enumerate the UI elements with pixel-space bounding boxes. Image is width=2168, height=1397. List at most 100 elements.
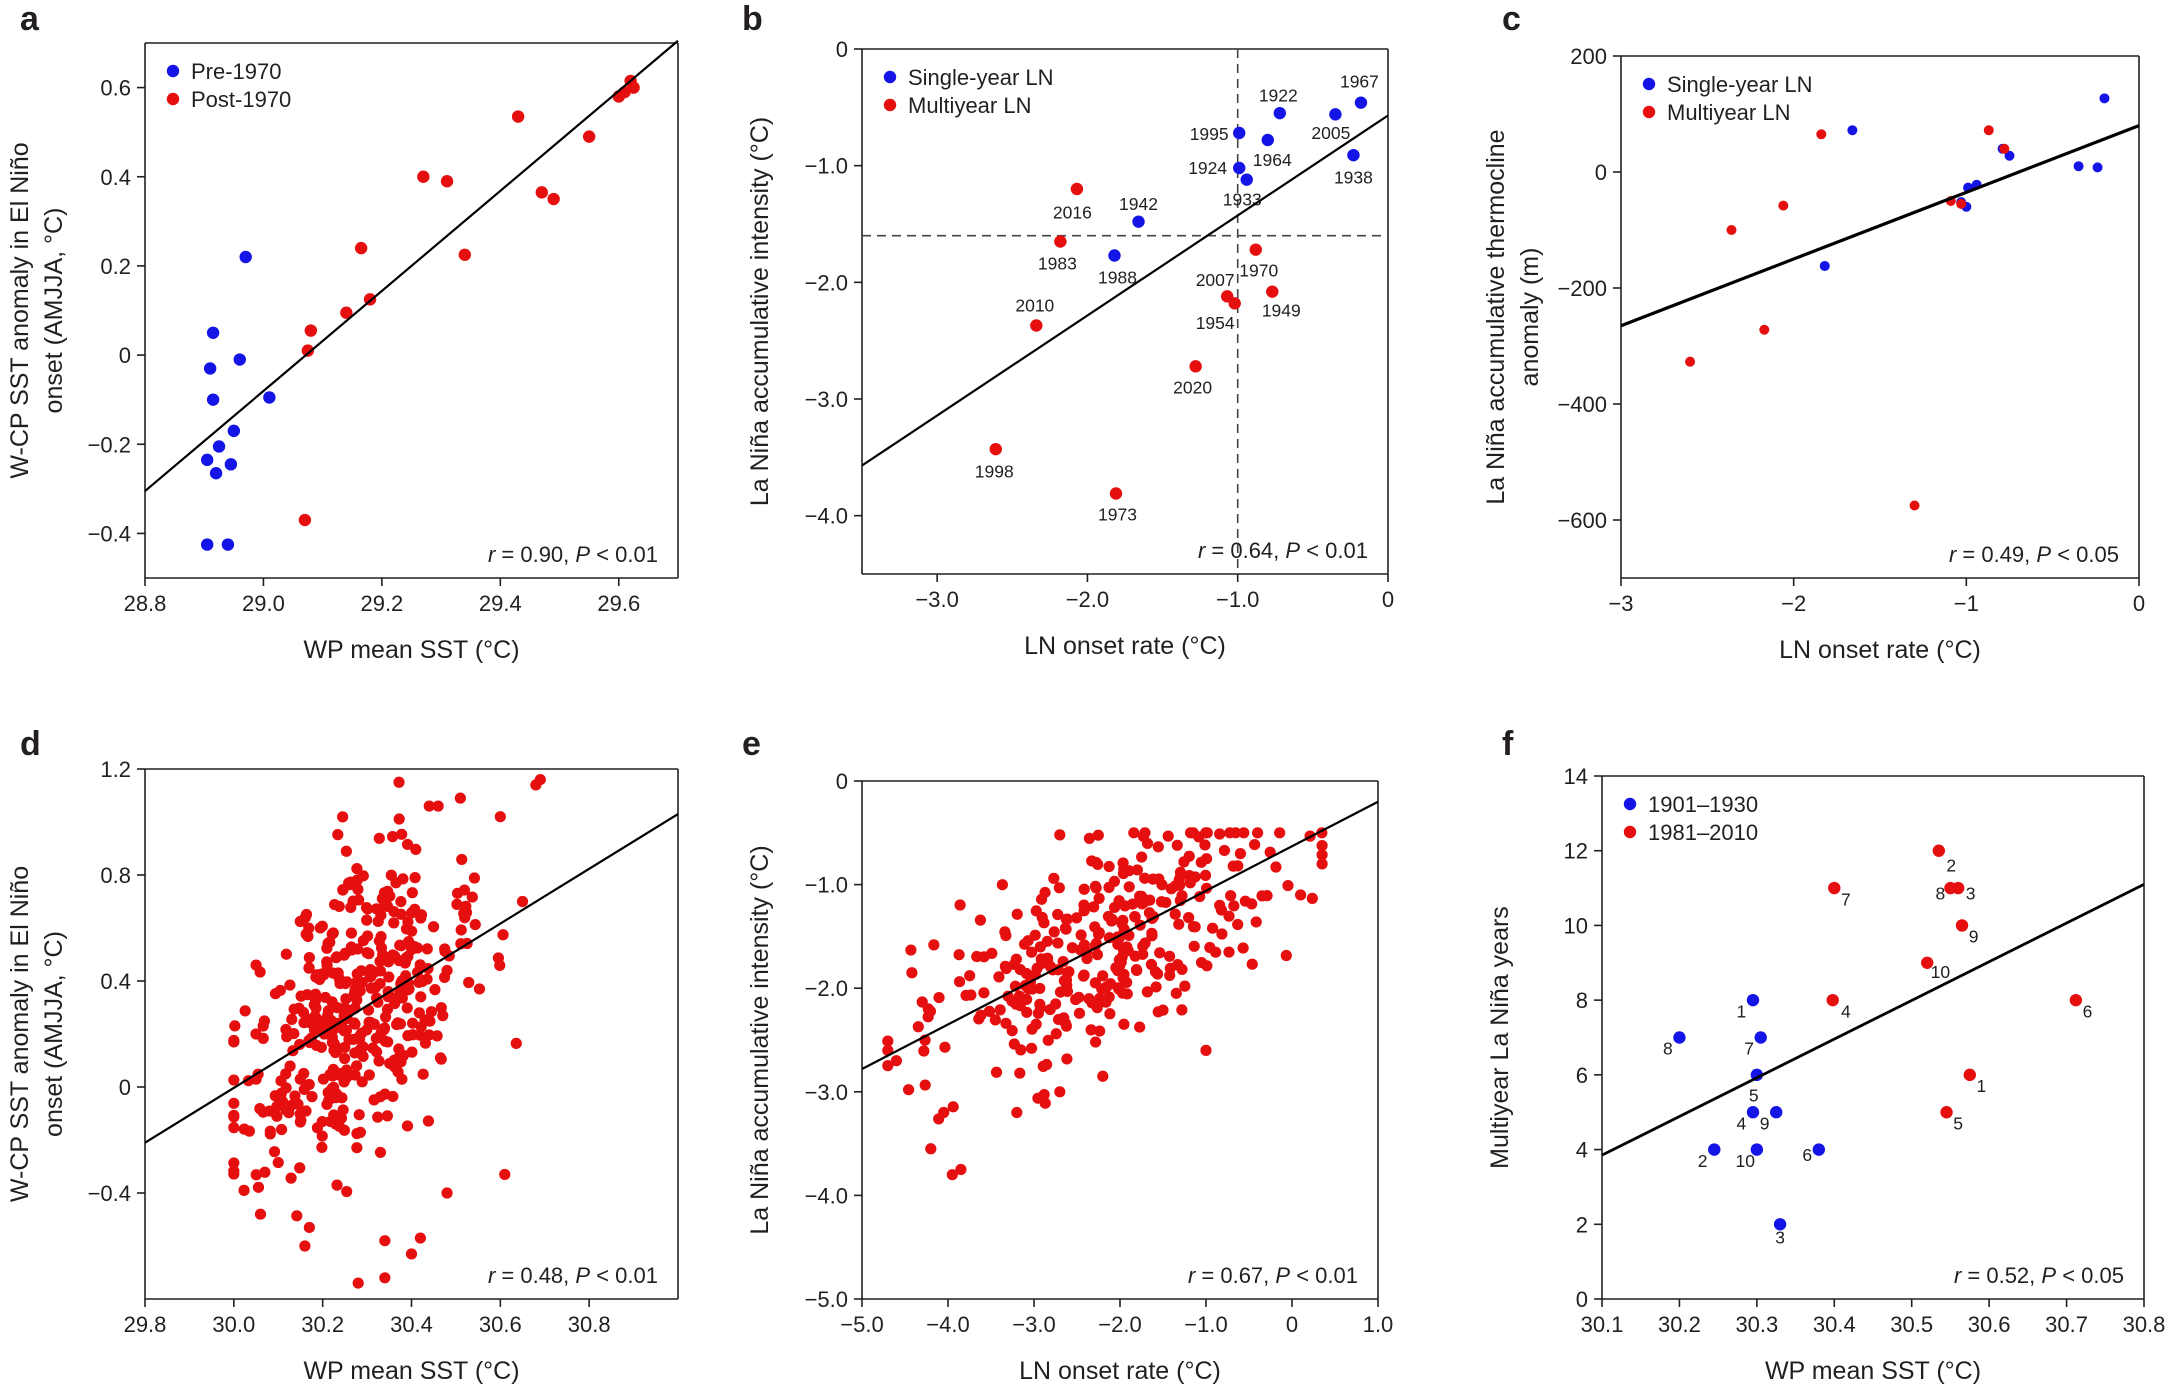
data-point [989,442,1002,456]
data-point [1909,500,1920,511]
data-point [395,940,407,952]
correlation-stat: r = 0.52, P < 0.05 [1954,1263,2124,1288]
data-point [1077,970,1090,982]
data-point [429,984,441,996]
data-point [1164,969,1176,981]
point-label: 2016 [1053,202,1092,222]
data-point [364,971,376,983]
data-point [263,391,276,404]
data-point [1112,982,1124,994]
data-point [441,1187,453,1199]
x-tick-label: 29.4 [479,591,522,616]
point-label: 2 [1946,856,1956,876]
data-point [316,1115,328,1128]
y-tick-label: 0 [119,1075,131,1100]
data-point [1025,1042,1038,1054]
data-point [427,921,440,933]
regression-line [1601,883,2145,1157]
data-point [466,891,478,903]
data-point [357,935,369,947]
data-point [1170,987,1182,999]
data-point [999,926,1011,938]
data-point [499,1168,511,1181]
data-point [494,959,506,971]
stat-p-symbol: P [1285,538,1300,563]
data-point [304,324,318,337]
data-point [912,1021,924,1033]
data-point [315,1041,327,1053]
data-point [1073,991,1085,1003]
data-point [1041,935,1053,947]
data-point [316,920,328,932]
data-point [1237,942,1249,954]
data-point [1176,963,1188,976]
data-point [1034,982,1046,995]
data-point [369,982,381,994]
data-point [331,1002,343,1014]
data-point [1154,947,1166,959]
data-point [327,967,339,979]
data-point [1195,956,1208,969]
data-point [955,1163,967,1176]
data-point [297,1006,310,1019]
data-point [1034,1002,1047,1014]
y-tick-label: 4 [1576,1138,1588,1163]
data-point [1092,829,1104,841]
data-point [1073,1007,1086,1019]
data-point [252,1181,265,1193]
data-point [285,1172,297,1184]
data-point [374,1146,387,1159]
correlation-stat: r = 0.64, P < 0.01 [1198,538,1368,563]
data-point [953,949,965,961]
data-point [206,393,220,406]
regression-line [1620,124,2140,328]
data-point [259,1166,271,1178]
data-point [1329,108,1342,121]
data-point [224,458,238,471]
data-point [1128,827,1140,839]
data-point [322,1010,334,1022]
x-tick-label: 30.6 [1968,1312,2011,1337]
point-label: 2010 [1015,296,1054,316]
data-point [494,811,506,823]
x-tick-label: 29.2 [360,591,403,616]
stat-p-value: 0.01 [615,542,658,567]
data-point [1102,910,1115,923]
data-point [1169,908,1181,920]
data-point [351,1142,363,1154]
data-point [323,1026,336,1038]
data-point [401,1120,414,1132]
point-label: 1 [1977,1076,1987,1096]
regression-line [861,114,1389,467]
data-point [530,779,542,791]
data-point [374,955,386,967]
data-point [1746,1106,1760,1119]
data-point [294,1116,306,1128]
stat-r-value: 0.48 [520,1263,563,1288]
legend-marker [1642,105,1656,119]
data-point [340,993,352,1005]
data-point [383,971,395,983]
legend-label: 1981–2010 [1648,820,1758,845]
data-point [368,1018,380,1030]
data-point [440,175,454,188]
axes-frame: 29.8 30.0 30.2 30.4 30.6 30.8 −0.4 0 0.4 0.8 1.2 [88,757,679,1337]
data-point [1754,1031,1767,1044]
data-point [275,1087,287,1099]
data-point [1054,1086,1066,1098]
data-point [1274,827,1286,839]
data-point [1156,879,1168,891]
x-tick-label: 30.1 [1581,1312,1624,1337]
data-point [1273,106,1286,120]
data-point [919,1079,931,1091]
data-point [341,1064,353,1076]
y-axis-title-line: La Niña accumulative intensity (°C) [746,845,774,1234]
data-point [990,1066,1003,1078]
data-point [355,1027,368,1039]
data-point [1103,991,1115,1003]
data-point [1282,880,1294,892]
y-tick-label: 1.2 [100,757,131,782]
data-point [372,1111,384,1123]
data-point [468,872,481,884]
data-point [1183,912,1195,924]
